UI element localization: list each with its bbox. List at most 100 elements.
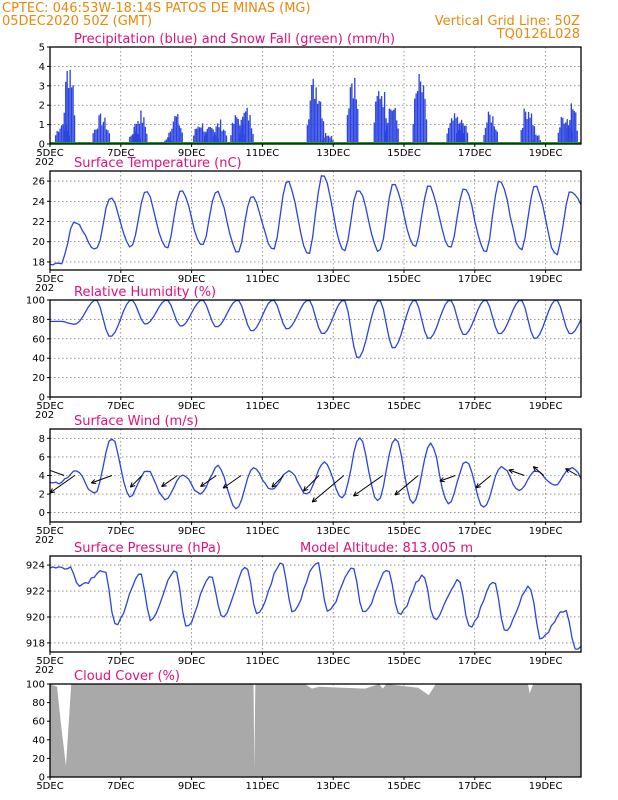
precip-bar: [171, 128, 173, 144]
precip-bar: [137, 121, 139, 144]
x-tick-label: 13DEC: [316, 274, 350, 285]
x-year-stub: 202: [35, 535, 54, 546]
x-tick-label: 7DEC: [107, 526, 134, 537]
precip-bar: [214, 132, 216, 144]
precip-bar: [560, 117, 562, 144]
x-tick-label: 15DEC: [387, 526, 421, 537]
precip-bar: [465, 125, 467, 144]
x-tick-label: 7DEC: [107, 656, 134, 667]
precip-bar: [197, 126, 199, 144]
x-tick-label: 19DEC: [529, 781, 563, 792]
x-tick-label: 15DEC: [387, 656, 421, 667]
precip-bar: [219, 119, 222, 144]
rh-frame: [49, 299, 582, 398]
precip-bar: [352, 98, 354, 144]
cloud-series: [50, 684, 581, 777]
precip-bar: [311, 85, 313, 144]
precip-bar: [533, 134, 536, 144]
x-year-stub: 202: [35, 665, 54, 676]
precip-bar: [104, 117, 106, 144]
precip-bar: [132, 134, 134, 144]
precip-bar: [57, 131, 60, 144]
precip-bar: [250, 128, 253, 144]
temp-series: [50, 175, 581, 266]
x-tick-label: 5DEC: [36, 656, 63, 667]
y-tick-label: 6: [39, 452, 45, 463]
precip-bar: [397, 128, 399, 144]
precip-bar: [418, 73, 420, 144]
precip-bar: [414, 98, 416, 144]
precip-bar: [520, 130, 522, 144]
precip-bar: [316, 103, 319, 144]
precip-bar: [453, 113, 456, 144]
x-tick-label: 13DEC: [316, 401, 350, 412]
precip-bar: [569, 120, 571, 144]
wind-arrow: [50, 469, 65, 476]
x-tick-label: 19DEC: [529, 148, 563, 159]
x-tick-label: 13DEC: [316, 781, 350, 792]
y-tick-label: 4: [39, 471, 45, 482]
wind-arrow: [353, 475, 384, 497]
precip-bar: [209, 126, 211, 144]
precip-bar: [447, 127, 450, 144]
y-tick-label: 40: [32, 354, 45, 365]
precip-bar: [98, 115, 100, 144]
precip-bar: [221, 131, 223, 144]
precip-bar: [146, 133, 148, 144]
precip-bar: [66, 70, 68, 144]
precip-bar: [222, 129, 225, 144]
precip-bar: [463, 125, 466, 144]
precip-bar: [212, 136, 214, 144]
precip-bar: [175, 116, 177, 144]
precip-frame: [49, 46, 582, 145]
wind-arrow: [475, 475, 492, 489]
precip-bar: [421, 92, 423, 144]
precip-bar: [575, 112, 577, 144]
y-tick-label: 918: [26, 638, 45, 649]
y-tick-label: 18: [32, 257, 45, 268]
precip-bar: [532, 139, 534, 144]
x-tick-label: 19DEC: [529, 274, 563, 285]
precip-bar: [570, 103, 573, 144]
precip-bar: [93, 129, 96, 144]
x-tick-label: 13DEC: [316, 148, 350, 159]
precip-bar: [134, 123, 136, 144]
header-grid-note: Vertical Grid Line: 50Z: [435, 14, 580, 29]
precip-bar: [486, 122, 488, 144]
y-tick-label: 22: [32, 217, 45, 228]
precip-bar: [196, 128, 198, 144]
precip-bar: [375, 101, 377, 144]
x-tick-label: 9DEC: [178, 401, 205, 412]
precip-bar: [230, 135, 232, 144]
y-tick-label: 80: [32, 698, 45, 709]
precip-bar: [218, 127, 220, 144]
precip-bar: [180, 128, 182, 144]
rh-series: [50, 300, 581, 358]
wind-line: [50, 437, 581, 510]
precip-bar: [249, 114, 251, 144]
y-tick-label: 100: [26, 680, 45, 691]
y-tick-label: 40: [32, 735, 45, 746]
x-tick-label: 17DEC: [458, 401, 492, 412]
precip-bar: [379, 98, 381, 144]
precip-bar: [355, 99, 357, 144]
precip-bar: [216, 123, 219, 144]
wind-arrow: [532, 466, 545, 476]
precip-bar: [424, 98, 426, 144]
precip-bar: [208, 127, 210, 144]
precip-bar: [143, 117, 145, 144]
precip-bar: [459, 122, 461, 144]
precip-bar: [138, 123, 141, 144]
precip-bar: [165, 139, 167, 144]
x-tick-label: 9DEC: [178, 781, 205, 792]
precip-bar: [177, 113, 179, 144]
precip-bar: [536, 135, 539, 144]
precip-bar: [526, 118, 528, 144]
precip-bar: [169, 131, 172, 144]
x-tick-label: 11DEC: [246, 656, 280, 667]
precip-bar: [321, 118, 323, 144]
precip-bar: [529, 117, 531, 144]
y-tick-label: 2: [39, 101, 45, 112]
precip-bar: [102, 121, 105, 144]
